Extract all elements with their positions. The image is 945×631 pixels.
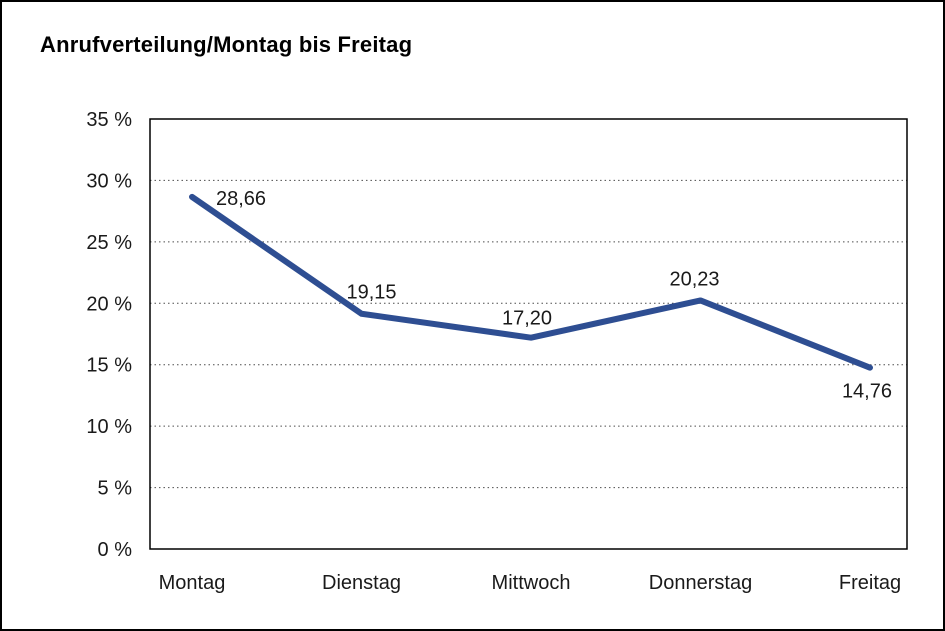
data-point-label: 20,23 bbox=[669, 268, 719, 290]
y-tick-label: 10 % bbox=[86, 416, 132, 438]
y-tick-label: 5 % bbox=[98, 478, 133, 500]
y-tick-label: 25 % bbox=[86, 232, 132, 254]
chart-title: Anrufverteilung/Montag bis Freitag bbox=[40, 32, 413, 57]
x-axis-label: Mittwoch bbox=[492, 572, 571, 594]
y-tick-label: 30 % bbox=[86, 170, 132, 192]
data-point-label: 17,20 bbox=[502, 308, 552, 330]
y-tick-label: 15 % bbox=[86, 355, 132, 377]
plot-border bbox=[149, 118, 908, 550]
data-point-label: 19,15 bbox=[346, 282, 396, 304]
data-point-label: 28,66 bbox=[216, 188, 266, 210]
x-axis-label: Donnerstag bbox=[649, 572, 752, 594]
x-axis-label: Dienstag bbox=[322, 572, 401, 594]
y-tick-label: 0 % bbox=[98, 539, 133, 561]
x-axis-label: Montag bbox=[159, 572, 226, 594]
y-tick-label: 20 % bbox=[86, 293, 132, 315]
data-series-line bbox=[189, 193, 873, 371]
y-tick-label: 35 % bbox=[86, 109, 132, 131]
data-point-label: 14,76 bbox=[842, 381, 892, 403]
x-axis-label: Freitag bbox=[839, 572, 901, 594]
